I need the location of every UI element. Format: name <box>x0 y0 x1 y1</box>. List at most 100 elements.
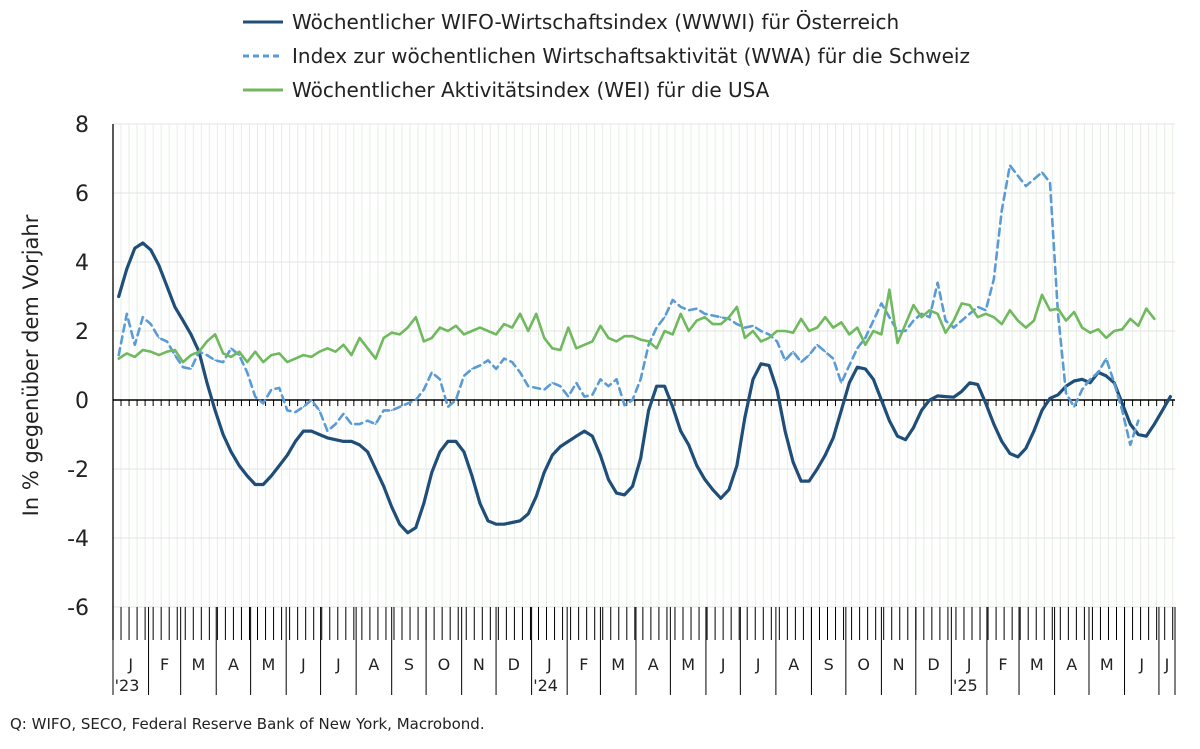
data-point <box>286 361 289 363</box>
data-point <box>647 409 650 412</box>
data-point <box>663 330 666 332</box>
data-point <box>711 314 714 317</box>
data-point <box>856 366 859 369</box>
data-point <box>736 323 738 325</box>
data-point <box>149 249 152 251</box>
data-point <box>599 454 602 457</box>
data-point <box>671 333 674 336</box>
data-point <box>125 352 128 355</box>
y-tick-label: 4 <box>75 251 89 276</box>
data-point <box>125 312 128 315</box>
data-point <box>190 354 192 356</box>
data-point <box>326 430 329 432</box>
data-point <box>744 337 746 339</box>
data-point <box>695 307 698 310</box>
data-point <box>398 523 401 526</box>
data-point <box>1121 409 1124 412</box>
data-point <box>671 406 674 408</box>
data-point <box>495 523 497 526</box>
x-tick-label: J <box>966 655 972 674</box>
data-point <box>198 350 200 353</box>
data-point <box>238 464 241 467</box>
data-point <box>1153 423 1156 425</box>
data-point <box>864 368 867 370</box>
data-point <box>752 324 754 327</box>
data-point <box>302 430 305 432</box>
data-point <box>936 395 939 397</box>
data-point <box>1049 397 1051 400</box>
y-axis-label: In % gegenüber dem Vorjahr <box>19 214 43 516</box>
data-point <box>1105 337 1108 339</box>
data-point <box>214 359 217 362</box>
data-point <box>310 430 313 432</box>
data-point <box>1137 324 1140 327</box>
data-point <box>1041 293 1043 296</box>
data-point <box>848 381 851 384</box>
data-point <box>728 316 730 319</box>
data-point <box>992 316 995 319</box>
data-point <box>350 423 353 425</box>
data-point <box>928 399 931 401</box>
year-label: '23 <box>115 676 140 695</box>
data-point <box>695 464 698 467</box>
data-point <box>920 409 923 412</box>
data-point <box>222 433 225 436</box>
data-point <box>768 337 770 339</box>
legend-label-1: Wöchentlicher WIFO-Wirtschaftsindex (WWW… <box>292 10 899 34</box>
data-point <box>1121 328 1124 331</box>
data-point <box>615 492 618 494</box>
data-point <box>294 411 297 413</box>
data-point <box>1089 378 1091 381</box>
x-tick-label: J <box>1164 655 1170 674</box>
data-point <box>1057 307 1059 310</box>
data-point <box>960 302 963 305</box>
data-point <box>647 340 650 343</box>
x-tick-label: M <box>1100 655 1114 674</box>
series-line-1 <box>117 241 1172 535</box>
data-point <box>495 368 497 370</box>
data-point <box>944 331 947 334</box>
data-point <box>703 316 706 319</box>
data-point <box>455 440 457 443</box>
x-tick-label: M <box>261 655 275 674</box>
data-point <box>390 409 393 412</box>
data-point <box>784 430 786 432</box>
data-point <box>679 306 682 308</box>
data-point <box>1017 456 1019 458</box>
data-point <box>816 343 819 346</box>
data-point <box>519 371 521 374</box>
x-tick-label: S <box>824 655 834 674</box>
data-point <box>792 350 794 353</box>
data-point <box>671 299 674 301</box>
data-point <box>1049 309 1051 312</box>
data-point <box>439 450 441 453</box>
data-point <box>719 497 722 500</box>
x-tick-label: A <box>228 655 239 674</box>
data-point <box>1073 311 1075 313</box>
data-point <box>936 312 939 315</box>
data-point <box>1017 319 1019 322</box>
data-point <box>631 399 634 401</box>
data-point <box>406 531 409 534</box>
data-point <box>222 361 225 363</box>
y-tick-label: -4 <box>67 527 89 552</box>
data-point <box>270 475 273 477</box>
data-point <box>1121 402 1124 405</box>
data-point <box>141 316 144 319</box>
data-point <box>736 306 738 308</box>
x-tick-label: A <box>1066 655 1077 674</box>
data-point <box>366 347 369 350</box>
data-point <box>848 364 851 367</box>
data-point <box>1129 444 1132 446</box>
data-point <box>1049 181 1051 184</box>
data-point <box>824 350 827 353</box>
data-point <box>414 526 417 529</box>
data-point <box>856 347 859 350</box>
y-tick-label: 0 <box>75 389 89 414</box>
y-tick-label: 8 <box>75 113 89 138</box>
data-point <box>904 330 907 332</box>
data-point <box>422 340 425 343</box>
data-point <box>752 378 754 381</box>
data-point <box>1033 178 1035 181</box>
